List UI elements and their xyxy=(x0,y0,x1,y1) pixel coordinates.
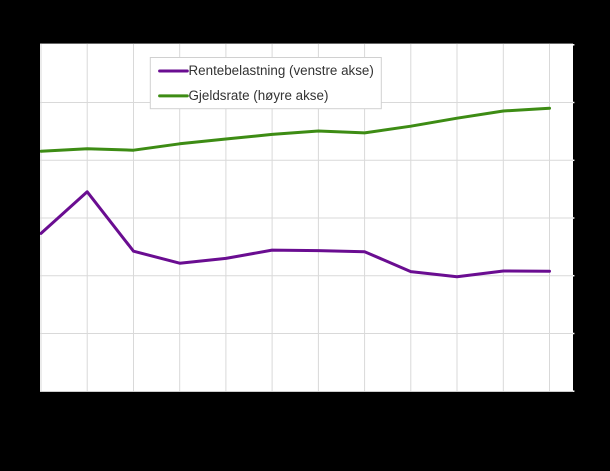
svg-text:Gjeldsrate (høyre akse): Gjeldsrate (høyre akse) xyxy=(189,88,329,103)
svg-text:Rentebelastning (venstre akse): Rentebelastning (venstre akse) xyxy=(189,63,374,78)
